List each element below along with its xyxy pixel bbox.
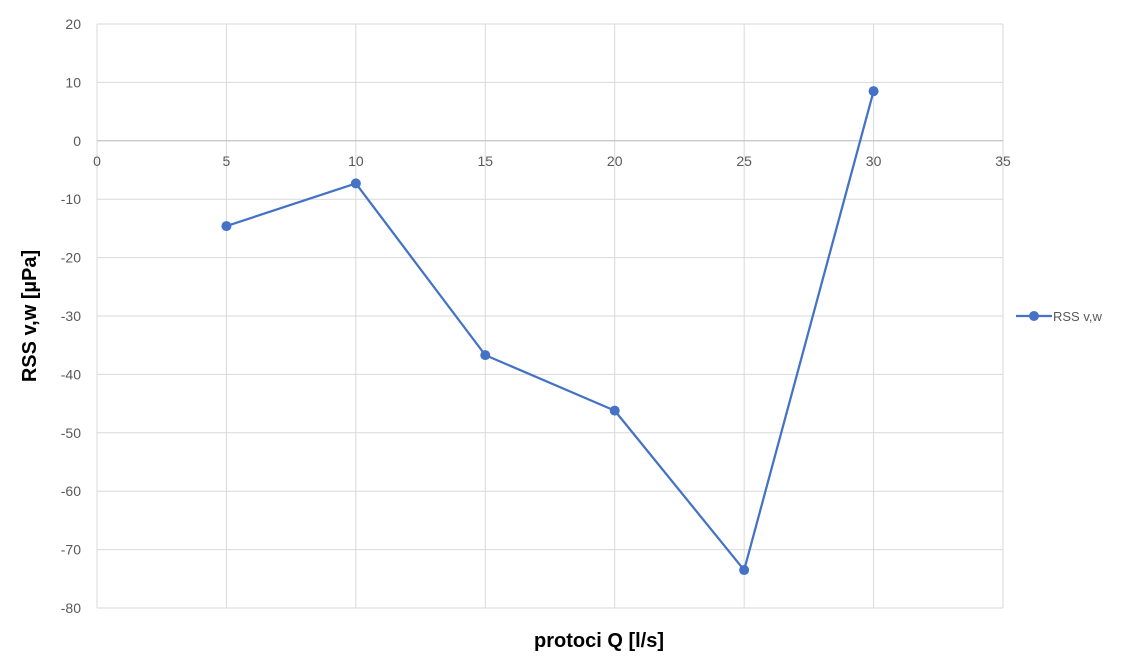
y-tick-label: -80 [61, 600, 81, 616]
y-axis-title: RSS v,w [µPa] [19, 250, 41, 382]
series-layer [221, 86, 879, 576]
y-tick-label: 0 [73, 133, 81, 149]
data-point [350, 178, 361, 189]
x-tick-label: 25 [736, 153, 752, 169]
legend: RSS v,w [1016, 309, 1102, 324]
y-tick-label: -50 [61, 425, 81, 441]
tick-labels: 20 10 0 -10 -20 -30 -40 -50 -60 -70 -80 0 5 10 15 20 25 3… [61, 16, 1011, 616]
data-point [739, 565, 750, 576]
y-tick-label: -40 [61, 366, 81, 382]
y-tick-label: -70 [61, 542, 81, 558]
x-tick-label: 10 [348, 153, 364, 169]
legend-marker [1029, 311, 1039, 321]
x-axis-title: protoci Q [l/s] [534, 630, 664, 652]
y-tick-label: -30 [61, 308, 81, 324]
data-point [609, 405, 620, 416]
x-tick-label: 15 [477, 153, 493, 169]
data-point [868, 86, 879, 97]
y-tick-label: 10 [65, 74, 81, 90]
series-line [226, 90, 875, 572]
y-tick-label: 20 [65, 16, 81, 32]
x-tick-label: 20 [607, 153, 623, 169]
x-tick-label: 0 [93, 153, 101, 169]
x-tick-label: 35 [995, 153, 1011, 169]
data-point [221, 221, 232, 232]
y-tick-label: -20 [61, 250, 81, 266]
x-tick-label: 5 [223, 153, 231, 169]
data-point [480, 350, 491, 361]
axes [96, 24, 1003, 609]
x-tick-label: 30 [866, 153, 882, 169]
y-tick-label: -60 [61, 483, 81, 499]
y-tick-label: -10 [61, 191, 81, 207]
legend-label: RSS v,w [1053, 309, 1102, 324]
